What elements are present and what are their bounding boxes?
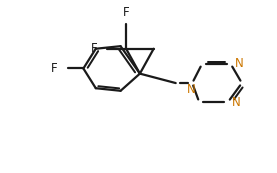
Text: N: N <box>232 96 241 109</box>
Text: F: F <box>51 62 58 75</box>
Text: N: N <box>235 57 243 70</box>
Text: F: F <box>91 42 98 55</box>
Text: N: N <box>186 83 195 96</box>
Text: F: F <box>123 6 129 19</box>
